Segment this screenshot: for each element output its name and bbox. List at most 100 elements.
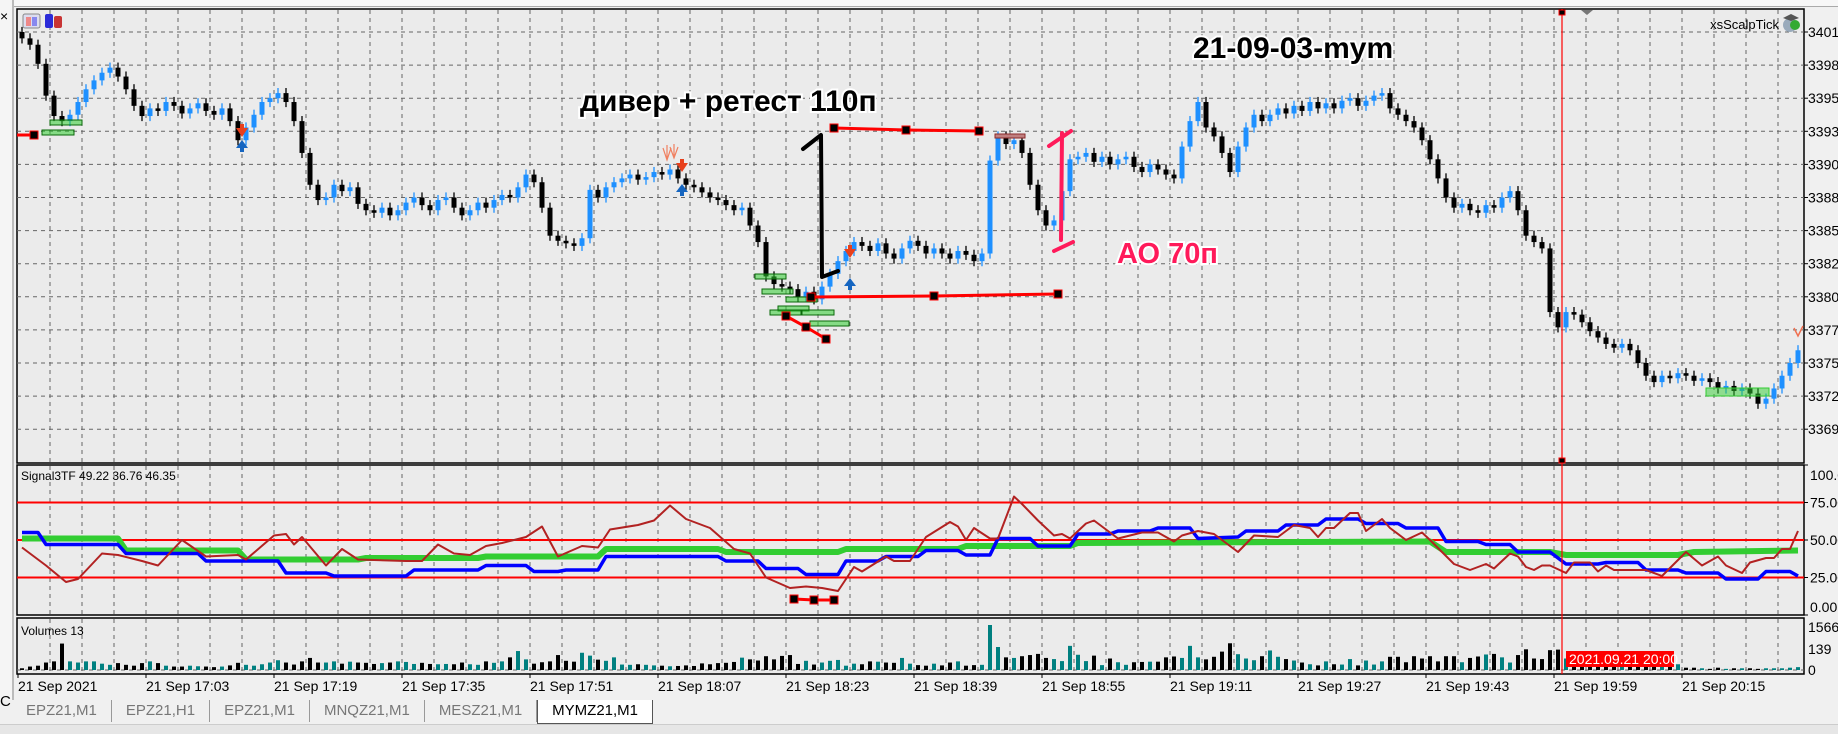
- crosshair-top-handle[interactable]: [1558, 9, 1566, 16]
- volume-bar: [220, 666, 224, 670]
- volume-bar: [1452, 656, 1456, 670]
- indicator-label: Signal3TF 49.22 36.76 46.35: [21, 469, 176, 483]
- top-toolbar-strip: [0, 0, 1838, 7]
- candle-bull: [819, 286, 825, 300]
- tab-epz21-m1[interactable]: EPZ21,M1: [12, 700, 112, 722]
- candle-bear: [507, 194, 513, 198]
- volume-bar: [1188, 645, 1192, 670]
- volume-bar: [516, 651, 520, 670]
- candle-bull: [1147, 164, 1153, 173]
- volume-bar: [292, 664, 296, 670]
- candle-bear: [675, 169, 681, 179]
- volume-bar: [876, 661, 880, 670]
- price-label: 33698: [1808, 421, 1838, 437]
- candle-bull: [331, 184, 337, 198]
- indicator-axis-label: 25.00: [1810, 570, 1838, 586]
- trade-panel-icon[interactable]: [45, 14, 62, 28]
- volume-bar: [1020, 656, 1024, 670]
- candle-bull: [955, 250, 961, 259]
- candle-bear: [1603, 337, 1609, 344]
- volume-bar: [1052, 659, 1056, 670]
- tab-epz21-m1-2[interactable]: EPZ21,M1: [210, 700, 310, 722]
- candle-bear: [571, 243, 577, 246]
- chart-shift-triangle-icon[interactable]: [1581, 10, 1593, 15]
- volume-bar: [340, 663, 344, 670]
- volume-bar: [748, 659, 752, 670]
- candle-bear: [1171, 174, 1177, 179]
- candle-bull: [1483, 205, 1489, 213]
- volume-bar: [532, 663, 536, 670]
- line-anchor-square[interactable]: [1053, 289, 1063, 299]
- candle-bull: [1795, 350, 1801, 363]
- price-label: 33880: [1808, 190, 1838, 206]
- tab-mnqz21-m1[interactable]: MNQZ21,M1: [309, 700, 425, 722]
- line-anchor-square[interactable]: [829, 595, 839, 605]
- line-anchor-square[interactable]: [801, 322, 811, 332]
- volume-bar: [124, 664, 128, 670]
- tab-mymz21-m1[interactable]: MYMZ21,M1: [537, 700, 654, 724]
- candle-bull: [491, 200, 497, 208]
- buy-arrow-icon: [236, 140, 248, 152]
- expert-advisor-icon[interactable]: [1783, 14, 1800, 32]
- volume-bar: [1740, 668, 1744, 670]
- line-anchor-square[interactable]: [789, 594, 799, 604]
- candle-bear: [755, 225, 761, 243]
- candle-bull: [1235, 146, 1241, 173]
- volume-bar: [572, 661, 576, 670]
- price-label: 33906: [1808, 156, 1838, 172]
- volume-bar: [988, 625, 992, 670]
- candle-bull: [259, 102, 265, 115]
- candle-bear: [1395, 108, 1401, 115]
- time-label: 21 Sep 2021: [18, 678, 98, 694]
- candle-bear: [307, 152, 313, 185]
- line-anchor-square[interactable]: [809, 595, 819, 605]
- candle-bull: [515, 187, 521, 198]
- line-anchor-square[interactable]: [829, 123, 839, 133]
- candle-bear: [1139, 166, 1145, 173]
- candle-bull: [827, 273, 833, 287]
- line-anchor-square[interactable]: [929, 291, 939, 301]
- candle-bear: [1043, 210, 1049, 226]
- tab-epz21-h1[interactable]: EPZ21,H1: [111, 700, 211, 722]
- time-label: 21 Sep 18:39: [914, 678, 998, 694]
- candle-bull: [467, 210, 473, 216]
- candle-bear: [1315, 102, 1321, 109]
- tab-mesz21-m1[interactable]: MESZ21,M1: [424, 700, 538, 722]
- candle-bear: [451, 197, 457, 208]
- volume-bar: [380, 663, 384, 670]
- candle-bull: [1099, 156, 1105, 162]
- candle-bull: [579, 238, 585, 246]
- level-marker-square[interactable]: [29, 130, 39, 140]
- volume-bar: [1460, 662, 1464, 670]
- indicator-line-darkred: [21, 495, 1799, 592]
- crosshair-bottom-handle[interactable]: [1558, 457, 1566, 464]
- candle-bear: [51, 95, 57, 117]
- candle-bear: [203, 103, 209, 111]
- volume-bar: [1028, 655, 1032, 670]
- candle-bear: [1331, 103, 1337, 109]
- line-anchor-square[interactable]: [806, 292, 816, 302]
- line-anchor-square[interactable]: [821, 334, 831, 344]
- volume-bar: [676, 665, 680, 670]
- one-click-trading-icon[interactable]: [22, 13, 41, 29]
- volume-bar: [1236, 654, 1240, 670]
- volume-bar: [500, 661, 504, 670]
- volume-bar: [1036, 653, 1040, 670]
- volume-bar: [884, 662, 888, 670]
- volume-bar: [1332, 664, 1336, 670]
- line-anchor-square[interactable]: [974, 126, 984, 136]
- candle-bear: [779, 284, 785, 287]
- candle-bear: [723, 200, 729, 206]
- line-anchor-square[interactable]: [901, 125, 911, 135]
- candle-bear: [1467, 203, 1473, 211]
- price-label: 33776: [1808, 322, 1838, 338]
- time-label: 21 Sep 18:23: [786, 678, 870, 694]
- candle-bear: [1555, 312, 1561, 328]
- line-anchor-square[interactable]: [781, 311, 791, 321]
- ao-range-bracket: [1047, 129, 1075, 253]
- candle-bull: [1371, 95, 1377, 101]
- candle-bear: [1587, 322, 1593, 332]
- volume-bar: [1292, 660, 1296, 670]
- close-icon[interactable]: ×: [0, 8, 9, 24]
